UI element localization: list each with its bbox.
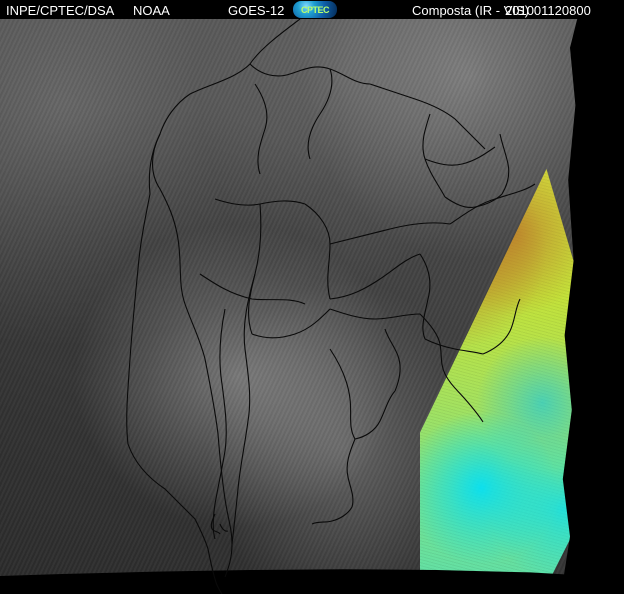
header-bar: INPE/CPTEC/DSA NOAA GOES-12 CPTEC Compos… bbox=[0, 0, 624, 19]
source-label: INPE/CPTEC/DSA bbox=[6, 3, 114, 18]
noaa-label: NOAA bbox=[133, 3, 170, 18]
satellite-image-app: INPE/CPTEC/DSA NOAA GOES-12 CPTEC Compos… bbox=[0, 0, 624, 594]
datetime-label: 201001120800 bbox=[505, 3, 591, 18]
country-border-overlay bbox=[0, 19, 624, 594]
cptec-logo: CPTEC bbox=[293, 1, 337, 18]
satellite-image-canvas bbox=[0, 19, 624, 594]
satellite-label: GOES-12 bbox=[228, 3, 284, 18]
